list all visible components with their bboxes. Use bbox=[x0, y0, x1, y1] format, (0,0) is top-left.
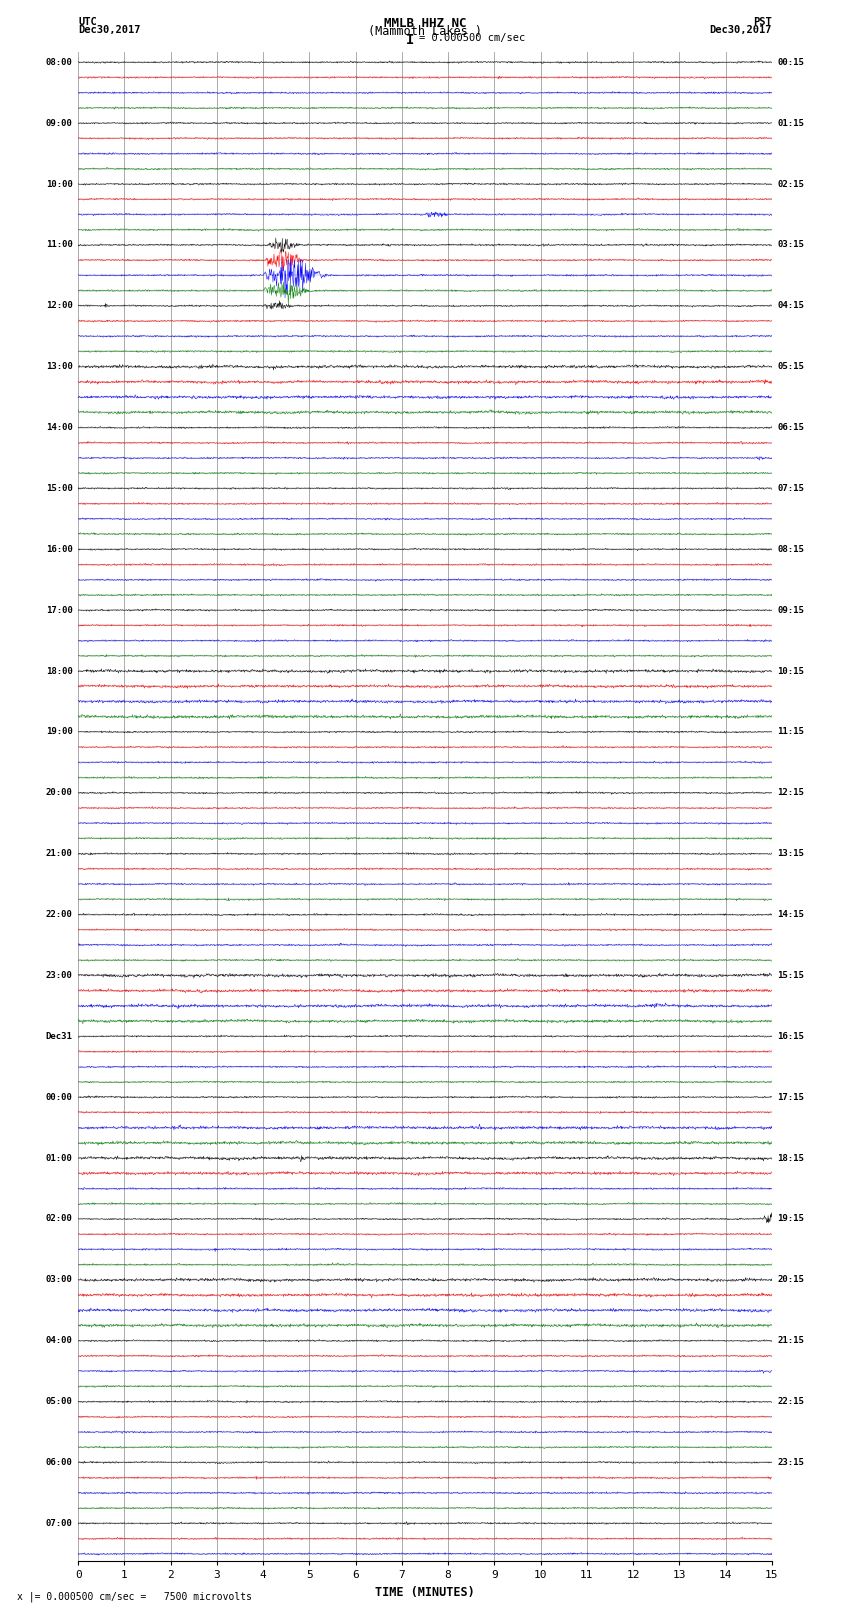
Text: 00:00: 00:00 bbox=[46, 1092, 72, 1102]
Text: Dec30,2017: Dec30,2017 bbox=[709, 24, 772, 35]
Text: 00:15: 00:15 bbox=[778, 58, 804, 66]
Text: 10:00: 10:00 bbox=[46, 179, 72, 189]
Text: 18:00: 18:00 bbox=[46, 666, 72, 676]
Text: 08:15: 08:15 bbox=[778, 545, 804, 553]
Text: 21:00: 21:00 bbox=[46, 848, 72, 858]
Text: 06:00: 06:00 bbox=[46, 1458, 72, 1466]
Text: I: I bbox=[406, 32, 415, 47]
Text: 01:00: 01:00 bbox=[46, 1153, 72, 1163]
Text: 07:15: 07:15 bbox=[778, 484, 804, 494]
Text: 19:15: 19:15 bbox=[778, 1215, 804, 1223]
Text: 22:15: 22:15 bbox=[778, 1397, 804, 1407]
Text: 14:15: 14:15 bbox=[778, 910, 804, 919]
Text: 18:15: 18:15 bbox=[778, 1153, 804, 1163]
Text: 02:00: 02:00 bbox=[46, 1215, 72, 1223]
Text: 03:00: 03:00 bbox=[46, 1276, 72, 1284]
Text: 13:00: 13:00 bbox=[46, 363, 72, 371]
Text: MMLB HHZ NC: MMLB HHZ NC bbox=[383, 18, 467, 31]
Text: 16:00: 16:00 bbox=[46, 545, 72, 553]
Text: 15:00: 15:00 bbox=[46, 484, 72, 494]
Text: 05:15: 05:15 bbox=[778, 363, 804, 371]
X-axis label: TIME (MINUTES): TIME (MINUTES) bbox=[375, 1586, 475, 1598]
Text: 13:15: 13:15 bbox=[778, 848, 804, 858]
Text: 10:15: 10:15 bbox=[778, 666, 804, 676]
Text: 19:00: 19:00 bbox=[46, 727, 72, 737]
Text: 11:00: 11:00 bbox=[46, 240, 72, 250]
Text: 04:15: 04:15 bbox=[778, 302, 804, 310]
Text: 21:15: 21:15 bbox=[778, 1336, 804, 1345]
Text: 20:00: 20:00 bbox=[46, 789, 72, 797]
Text: PST: PST bbox=[753, 18, 772, 27]
Text: 22:00: 22:00 bbox=[46, 910, 72, 919]
Text: Dec31: Dec31 bbox=[46, 1032, 72, 1040]
Text: 11:15: 11:15 bbox=[778, 727, 804, 737]
Text: 01:15: 01:15 bbox=[778, 119, 804, 127]
Text: (Mammoth Lakes ): (Mammoth Lakes ) bbox=[368, 24, 482, 39]
Text: 20:15: 20:15 bbox=[778, 1276, 804, 1284]
Text: 15:15: 15:15 bbox=[778, 971, 804, 981]
Text: = 0.000500 cm/sec: = 0.000500 cm/sec bbox=[419, 34, 525, 44]
Text: UTC: UTC bbox=[78, 18, 97, 27]
Text: 05:00: 05:00 bbox=[46, 1397, 72, 1407]
Text: 23:15: 23:15 bbox=[778, 1458, 804, 1466]
Text: Dec30,2017: Dec30,2017 bbox=[78, 24, 141, 35]
Text: 08:00: 08:00 bbox=[46, 58, 72, 66]
Text: x |= 0.000500 cm/sec =   7500 microvolts: x |= 0.000500 cm/sec = 7500 microvolts bbox=[17, 1590, 252, 1602]
Text: 23:00: 23:00 bbox=[46, 971, 72, 981]
Text: 16:15: 16:15 bbox=[778, 1032, 804, 1040]
Text: 14:00: 14:00 bbox=[46, 423, 72, 432]
Text: 12:00: 12:00 bbox=[46, 302, 72, 310]
Text: 17:00: 17:00 bbox=[46, 605, 72, 615]
Text: 06:15: 06:15 bbox=[778, 423, 804, 432]
Text: 12:15: 12:15 bbox=[778, 789, 804, 797]
Text: 17:15: 17:15 bbox=[778, 1092, 804, 1102]
Text: 09:15: 09:15 bbox=[778, 605, 804, 615]
Text: 03:15: 03:15 bbox=[778, 240, 804, 250]
Text: 07:00: 07:00 bbox=[46, 1519, 72, 1528]
Text: 09:00: 09:00 bbox=[46, 119, 72, 127]
Text: 02:15: 02:15 bbox=[778, 179, 804, 189]
Text: 04:00: 04:00 bbox=[46, 1336, 72, 1345]
